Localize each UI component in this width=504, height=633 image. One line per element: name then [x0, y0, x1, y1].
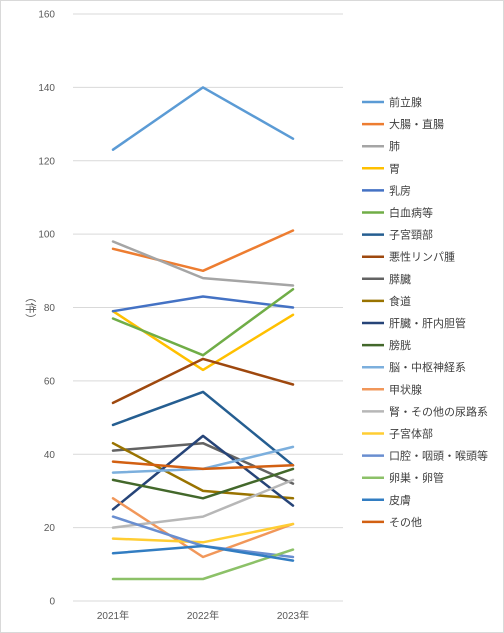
series-line [111, 548, 295, 581]
legend-label: 白血病等 [389, 206, 433, 220]
x-axis-ticks: 2021年 2022年 2023年 [97, 609, 309, 622]
series-line [111, 467, 295, 500]
legend-label: 甲状腺 [389, 382, 422, 396]
legend-label: 腎・その他の尿路系 [389, 405, 488, 418]
gridlines [73, 13, 343, 602]
legend: 前立腺大腸・直腸肺胃乳房白血病等子宮頸部悪性リンパ腫膵臓食道肝臓・肝内胆管膀胱脳… [362, 95, 488, 529]
y-tick-label: 100 [38, 230, 55, 241]
series-line [111, 287, 295, 357]
x-tick-label: 2023年 [277, 609, 309, 622]
series-line [111, 544, 295, 562]
legend-label: 悪性リンパ腫 [389, 250, 455, 264]
series-line [111, 441, 295, 485]
series-line [111, 441, 295, 500]
legend-label: 肺 [389, 140, 400, 153]
series-line [111, 229, 295, 273]
y-axis-ticks: 0 20 40 60 80 100 120 140 160 [38, 10, 55, 608]
y-tick-label: 20 [44, 523, 56, 534]
legend-label: 胃 [389, 162, 400, 175]
series-lines [111, 86, 295, 581]
y-tick-label: 40 [44, 450, 56, 461]
y-tick-label: 80 [44, 303, 56, 314]
legend-label: その他 [389, 516, 422, 529]
x-tick-label: 2022年 [187, 609, 219, 622]
legend-label: 食道 [389, 294, 411, 308]
series-line [111, 522, 295, 544]
legend-label: 子宮体部 [389, 427, 433, 441]
legend-label: 脳・中枢神経系 [389, 360, 466, 374]
series-line [111, 240, 295, 287]
series-line [111, 86, 295, 151]
y-tick-label: 160 [38, 10, 55, 21]
x-tick-label: 2021年 [97, 609, 129, 622]
legend-label: 肝臓・肝内胆管 [389, 316, 466, 330]
series-line [111, 309, 295, 372]
series-line [111, 460, 295, 471]
legend-label: 膀胱 [389, 338, 411, 352]
series-line [111, 295, 295, 313]
y-tick-label: 0 [49, 597, 55, 608]
legend-label: 前立腺 [389, 95, 422, 109]
legend-label: 卵巣・卵管 [389, 471, 444, 485]
y-tick-label: 60 [44, 376, 56, 387]
legend-label: 膵臓 [389, 273, 411, 286]
series-line [111, 390, 295, 467]
legend-label: 乳房 [389, 184, 411, 197]
series-line [111, 357, 295, 405]
y-tick-label: 120 [38, 156, 55, 167]
legend-label: 口腔・咽頭・喉頭等 [389, 449, 488, 463]
series-line [111, 478, 295, 529]
legend-label: 皮膚 [389, 493, 411, 507]
series-line [111, 497, 295, 559]
legend-label: 子宮頸部 [389, 228, 433, 242]
legend-label: 大腸・直腸 [389, 117, 444, 131]
y-tick-label: 140 [38, 83, 55, 94]
y-axis-label: （件） [24, 292, 37, 325]
